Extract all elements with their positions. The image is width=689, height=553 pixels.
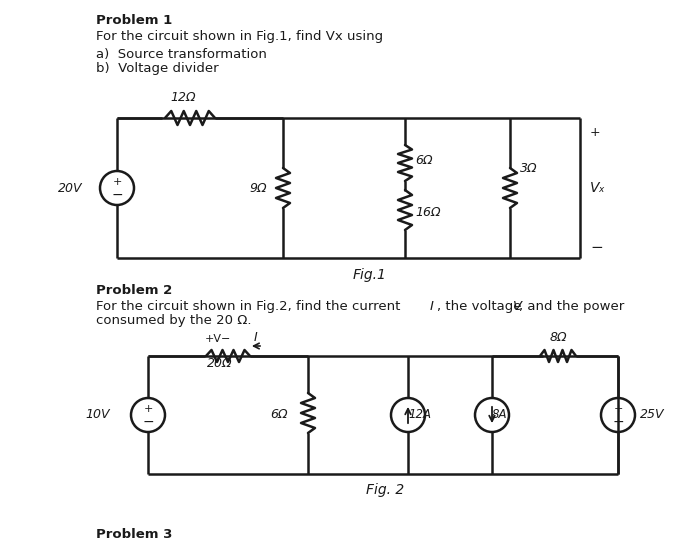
Text: Problem 1: Problem 1 xyxy=(96,14,172,27)
Text: 6Ω: 6Ω xyxy=(271,409,288,421)
Text: +: + xyxy=(143,404,153,414)
Text: , the voltage: , the voltage xyxy=(437,300,526,313)
Text: 8Ω: 8Ω xyxy=(549,331,567,344)
Text: 8A: 8A xyxy=(492,409,508,421)
Text: 3Ω: 3Ω xyxy=(520,161,537,175)
Text: V: V xyxy=(513,300,522,313)
Text: Vₓ: Vₓ xyxy=(590,181,606,195)
Text: Problem 2: Problem 2 xyxy=(96,284,172,297)
Text: I: I xyxy=(430,300,434,313)
Text: −: − xyxy=(590,241,603,255)
Text: −: − xyxy=(613,415,624,429)
Text: −: − xyxy=(142,415,154,429)
Text: 20Ω: 20Ω xyxy=(207,357,233,370)
Text: +: + xyxy=(613,404,623,414)
Text: a)  Source transformation: a) Source transformation xyxy=(96,48,267,61)
Text: consumed by the 20 Ω.: consumed by the 20 Ω. xyxy=(96,314,251,327)
Text: +: + xyxy=(112,177,122,187)
Text: Fig.1: Fig.1 xyxy=(353,268,387,282)
Text: Fig. 2: Fig. 2 xyxy=(366,483,404,497)
Text: For the circuit shown in Fig.1, find Vx using: For the circuit shown in Fig.1, find Vx … xyxy=(96,30,383,43)
Text: +V−: +V− xyxy=(205,334,232,344)
Text: +: + xyxy=(590,127,601,139)
Text: 20V: 20V xyxy=(57,181,82,195)
Text: 12A: 12A xyxy=(408,409,431,421)
Text: 6Ω: 6Ω xyxy=(415,154,433,168)
Text: −: − xyxy=(111,188,123,202)
Text: For the circuit shown in Fig.2, find the current: For the circuit shown in Fig.2, find the… xyxy=(96,300,404,313)
Text: b)  Voltage divider: b) Voltage divider xyxy=(96,62,218,75)
Text: , and the power: , and the power xyxy=(519,300,624,313)
Text: Problem 3: Problem 3 xyxy=(96,528,172,541)
Text: 9Ω: 9Ω xyxy=(249,181,267,195)
Text: I: I xyxy=(254,331,258,344)
Text: 10V: 10V xyxy=(85,409,110,421)
Text: 16Ω: 16Ω xyxy=(415,206,440,218)
Text: 25V: 25V xyxy=(640,409,664,421)
Text: 12Ω: 12Ω xyxy=(170,91,196,104)
